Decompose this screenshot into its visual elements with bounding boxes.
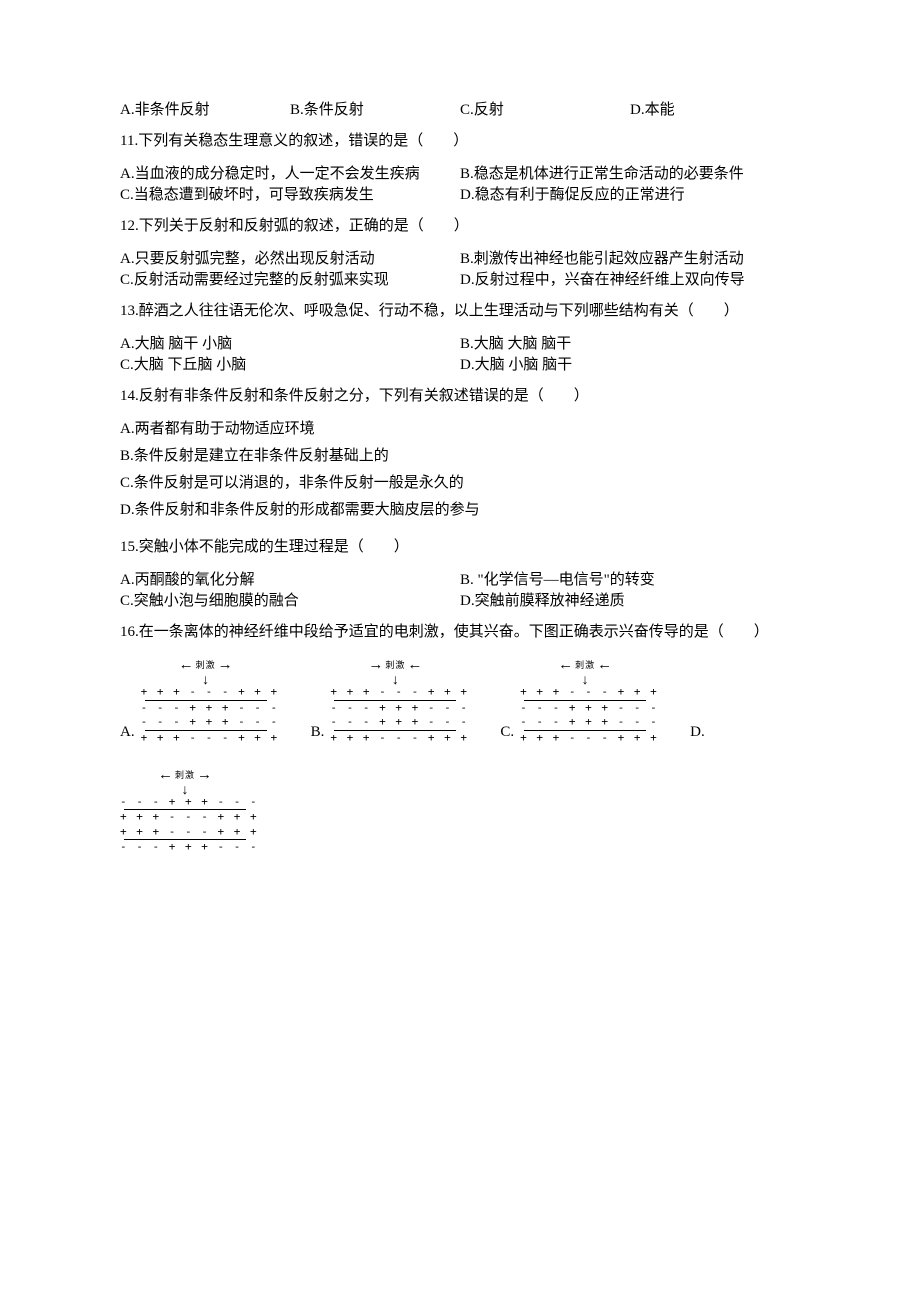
charge-line: - - - + + + - - -: [520, 716, 650, 729]
option-a: A.当血液的成分稳定时，人一定不会发生疾病: [120, 164, 460, 185]
q14-options: A.两者都有助于动物适应环境 B.条件反射是建立在非条件反射基础上的 C.条件反…: [120, 419, 800, 527]
charge-line: - - - + + + - - -: [141, 702, 271, 715]
arrow-right-icon: →: [197, 765, 212, 786]
stim-label: 刺激: [196, 659, 216, 672]
stim-label: 刺激: [385, 659, 405, 672]
q13-options: A.大脑 脑干 小脑 B.大脑 大脑 脑干 C.大脑 下丘脑 小脑 D.大脑 小…: [120, 334, 800, 376]
nerve-diagram-d: ← 刺激 → ↓ - - - + + + - - - + + + - - - +…: [120, 765, 250, 855]
charge-line: + + + - - - + + +: [141, 732, 271, 745]
page: A.非条件反射 B.条件反射 C.反射 D.本能 11.下列有关稳态生理意义的叙…: [0, 0, 920, 954]
q16-option-b: B. → 刺激 ← ↓ + + + - - - + + + - - - + + …: [311, 655, 461, 745]
option-label-a: A.: [120, 722, 135, 745]
q15-stem: 15.突触小体不能完成的生理过程是（ ）: [120, 537, 800, 558]
option-b: B.稳态是机体进行正常生命活动的必要条件: [460, 164, 800, 185]
charge-line: + + + - - - + + +: [520, 686, 650, 699]
charge-line: - - - + + + - - -: [520, 702, 650, 715]
charge-line: - - - + + + - - -: [120, 796, 250, 809]
charge-line: - - - + + + - - -: [330, 716, 460, 729]
option-b: B.刺激传出神经也能引起效应器产生射活动: [460, 249, 800, 270]
option-a: A.非条件反射: [120, 100, 290, 121]
arrow-left-icon: →: [368, 655, 383, 676]
nerve-diagram-b: → 刺激 ← ↓ + + + - - - + + + - - - + + + -…: [330, 655, 460, 745]
option-c: C.大脑 下丘脑 小脑: [120, 355, 460, 376]
option-d: D.条件反射和非条件反射的形成都需要大脑皮层的参与: [120, 500, 800, 521]
option-c: C.反射活动需要经过完整的反射弧来实现: [120, 270, 460, 291]
q16-option-a: A. ← 刺激 → ↓ + + + - - - + + + - - - + + …: [120, 655, 271, 745]
q16-stem: 16.在一条离体的神经纤维中段给予适宜的电刺激，使其兴奋。下图正确表示兴奋传导的…: [120, 622, 800, 643]
stim-label: 刺激: [575, 659, 595, 672]
charge-line: + + + - - - + + +: [120, 811, 250, 824]
option-a: A.大脑 脑干 小脑: [120, 334, 460, 355]
q16-option-c: C. ← 刺激 ← ↓ + + + - - - + + + - - - + + …: [500, 655, 650, 745]
option-label-b: B.: [311, 722, 325, 745]
q14-stem: 14.反射有非条件反射和条件反射之分，下列有关叙述错误的是（ ）: [120, 386, 800, 407]
option-d: D.大脑 小脑 脑干: [460, 355, 800, 376]
option-label-d: D.: [690, 722, 705, 745]
option-b: B.条件反射: [290, 100, 460, 121]
prev-question-options: A.非条件反射 B.条件反射 C.反射 D.本能: [120, 100, 800, 121]
charge-line: + + + - - - + + +: [330, 732, 460, 745]
charge-line: - - - + + + - - -: [120, 841, 250, 854]
option-label-c: C.: [500, 722, 514, 745]
option-d: D.稳态有利于酶促反应的正常进行: [460, 185, 800, 206]
option-c: C.当稳态遭到破坏时，可导致疾病发生: [120, 185, 460, 206]
option-d: D.突触前膜释放神经递质: [460, 591, 800, 612]
arrow-right-icon: ←: [407, 655, 422, 676]
q11-options: A.当血液的成分稳定时，人一定不会发生疾病 B.稳态是机体进行正常生命活动的必要…: [120, 164, 800, 206]
charge-line: + + + - - - + + +: [520, 732, 650, 745]
arrow-right-icon: →: [218, 655, 233, 676]
stim-label: 刺激: [175, 769, 195, 782]
option-a: A.只要反射弧完整，必然出现反射活动: [120, 249, 460, 270]
option-b: B. "化学信号—电信号"的转变: [460, 570, 800, 591]
q15-options: A.丙酮酸的氧化分解 B. "化学信号—电信号"的转变 C.突触小泡与细胞膜的融…: [120, 570, 800, 612]
charge-line: + + + - - - + + +: [141, 686, 271, 699]
option-c: C.反射: [460, 100, 630, 121]
q16-option-d: D.: [690, 722, 711, 745]
option-c: C.条件反射是可以消退的，非条件反射一般是永久的: [120, 473, 800, 494]
option-d: D.本能: [630, 100, 800, 121]
q12-options: A.只要反射弧完整，必然出现反射活动 B.刺激传出神经也能引起效应器产生射活动 …: [120, 249, 800, 291]
arrow-left-icon: ←: [179, 655, 194, 676]
option-d: D.反射过程中，兴奋在神经纤维上双向传导: [460, 270, 800, 291]
arrow-left-icon: ←: [158, 765, 173, 786]
nerve-diagram-a: ← 刺激 → ↓ + + + - - - + + + - - - + + + -…: [141, 655, 271, 745]
charge-line: - - - + + + - - -: [330, 702, 460, 715]
charge-line: - - - + + + - - -: [141, 716, 271, 729]
q13-stem: 13.醉酒之人往往语无伦次、呼吸急促、行动不稳，以上生理活动与下列哪些结构有关（…: [120, 301, 800, 322]
arrow-left-icon: ←: [558, 655, 573, 676]
q16-diagrams: A. ← 刺激 → ↓ + + + - - - + + + - - - + + …: [120, 655, 800, 874]
q12-stem: 12.下列关于反射和反射弧的叙述，正确的是（ ）: [120, 216, 800, 237]
q11-stem: 11.下列有关稳态生理意义的叙述，错误的是（ ）: [120, 131, 800, 152]
charge-line: + + + - - - + + +: [330, 686, 460, 699]
option-b: B.条件反射是建立在非条件反射基础上的: [120, 446, 800, 467]
charge-line: + + + - - - + + +: [120, 826, 250, 839]
option-a: A.丙酮酸的氧化分解: [120, 570, 460, 591]
option-a: A.两者都有助于动物适应环境: [120, 419, 800, 440]
option-b: B.大脑 大脑 脑干: [460, 334, 800, 355]
arrow-right-icon: ←: [597, 655, 612, 676]
nerve-diagram-c: ← 刺激 ← ↓ + + + - - - + + + - - - + + + -…: [520, 655, 650, 745]
q16-option-d-diagram: ← 刺激 → ↓ - - - + + + - - - + + + - - - +…: [120, 765, 250, 855]
option-c: C.突触小泡与细胞膜的融合: [120, 591, 460, 612]
